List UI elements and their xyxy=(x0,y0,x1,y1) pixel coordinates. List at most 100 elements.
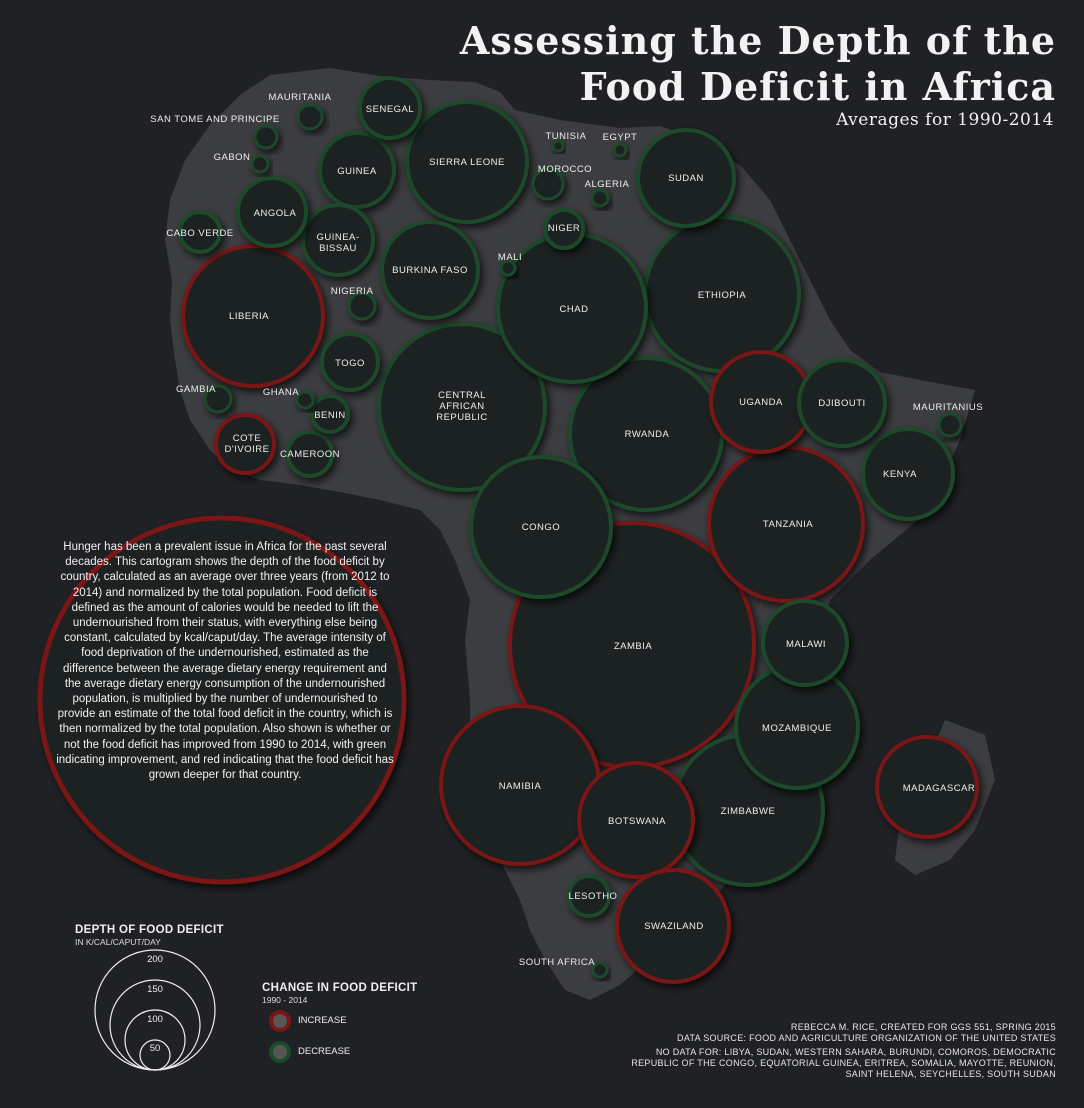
label-madagascar: MADAGASCAR xyxy=(903,783,976,794)
label-swaziland: SWAZILAND xyxy=(644,921,704,932)
bubble-guinea xyxy=(318,131,396,209)
map-subtitle: Averages for 1990-2014 xyxy=(836,110,1054,130)
bubble-tunisia xyxy=(551,139,565,153)
label-uganda: UGANDA xyxy=(739,397,783,408)
bubble-mauritania xyxy=(296,103,324,131)
bubble-lesotho xyxy=(567,874,611,918)
change-legend-subtitle: 1990 - 2014 xyxy=(262,995,308,1005)
bubble-angola xyxy=(236,176,308,248)
label-zimbabwe: ZIMBABWE xyxy=(721,806,776,817)
bubble-malawi xyxy=(761,599,849,687)
bubble-morocco xyxy=(531,167,565,201)
size-legend: 200 150 100 50 xyxy=(94,949,216,1071)
label-niger: NIGER xyxy=(548,223,581,234)
label-mauritanius: MAURITANIUS xyxy=(913,402,983,413)
bubble-congo xyxy=(469,455,613,599)
label-gambia: GAMBIA xyxy=(176,384,216,395)
credit-author: REBECCA M. RICE, CREATED FOR GGS 551, SP… xyxy=(790,1022,1056,1032)
label-togo: TOGO xyxy=(335,358,365,369)
bubble-madagascar xyxy=(875,735,979,839)
bubble-niger xyxy=(543,208,585,250)
legend-circle-50 xyxy=(139,1039,171,1071)
bubble-gabon xyxy=(250,154,270,174)
legend-value-50: 50 xyxy=(150,1043,161,1054)
legend-value-150: 150 xyxy=(147,984,163,995)
label-tunisia: TUNISIA xyxy=(546,131,587,142)
size-legend-title: DEPTH OF FOOD DEFICIT xyxy=(75,924,224,936)
label-central-african-republic: CENTRAL AFRICAN REPUBLIC xyxy=(436,390,488,423)
label-guinea: GUINEA xyxy=(337,166,377,177)
credit-source: DATA SOURCE: FOOD AND AGRICULTURE ORGANI… xyxy=(677,1033,1056,1043)
label-burkina-faso: BURKINA FASO xyxy=(392,265,468,276)
label-namibia: NAMIBIA xyxy=(499,781,542,792)
legend-decrease-swatch xyxy=(269,1041,291,1063)
legend-increase-label: INCREASE xyxy=(298,1015,347,1026)
credits: REBECCA M. RICE, CREATED FOR GGS 551, SP… xyxy=(631,1022,1056,1080)
bubble-egypt xyxy=(612,142,628,158)
label-senegal: SENEGAL xyxy=(366,104,414,115)
label-zambia: ZAMBIA xyxy=(614,641,653,652)
label-ethiopia: ETHIOPIA xyxy=(698,290,747,301)
label-sierra-leone: SIERRA LEONE xyxy=(429,157,505,168)
bubble-mali xyxy=(499,259,517,277)
bubble-kenya xyxy=(861,427,955,521)
label-tanzania: TANZANIA xyxy=(763,519,813,530)
bubble-algeria xyxy=(590,188,610,208)
label-nigeria: NIGERIA xyxy=(331,286,374,297)
bubble-djibouti xyxy=(797,358,887,448)
bubble-guinea-bissau xyxy=(301,203,375,277)
legend-value-200: 200 xyxy=(147,954,163,965)
legend-decrease-label: DECREASE xyxy=(298,1046,351,1057)
label-botswana: BOTSWANA xyxy=(608,816,666,827)
credit-nodata-2: REPUBLIC OF THE CONGO, EQUATORIAL GUINEA… xyxy=(631,1058,1056,1068)
bubble-mauritanius xyxy=(937,412,963,438)
bubble-ghana xyxy=(295,390,315,410)
bubble-central-african-republic xyxy=(377,322,547,492)
label-morocco: MOROCCO xyxy=(538,164,592,175)
bubble-cote-d-ivoire xyxy=(214,413,276,475)
label-malawi: MALAWI xyxy=(786,639,826,650)
title-line-1: Assessing the Depth of the xyxy=(459,18,1056,63)
legend-value-100: 100 xyxy=(147,1014,163,1025)
legend-increase-swatch xyxy=(269,1010,291,1032)
label-mozambique: MOZAMBIQUE xyxy=(762,723,832,734)
bubble-senegal xyxy=(358,76,422,140)
label-algeria: ALGERIA xyxy=(585,179,630,190)
credit-nodata-3: SAINT HELENA, SEYCHELLES, SOUTH SUDAN xyxy=(845,1069,1056,1079)
label-cote-d-ivoire: COTE D'IVOIRE xyxy=(225,433,270,455)
label-ghana: GHANA xyxy=(263,387,299,398)
label-south-africa: SOUTH AFRICA xyxy=(519,957,595,968)
bubble-cameroon xyxy=(286,430,334,478)
bubble-sudan xyxy=(636,128,736,228)
bubble-burkina-faso xyxy=(380,220,480,320)
label-mauritania: MAURITANIA xyxy=(269,92,332,103)
label-cameroon: CAMEROON xyxy=(280,449,340,460)
label-rwanda: RWANDA xyxy=(625,429,670,440)
label-chad: CHAD xyxy=(560,304,589,315)
label-congo: CONGO xyxy=(522,522,560,533)
label-san-tome-and-principe: SAN TOME AND PRINCIPE xyxy=(150,114,279,125)
bubble-benin xyxy=(310,394,350,434)
bubble-togo xyxy=(320,332,380,392)
bubble-swaziland xyxy=(615,868,731,984)
bubble-sierra-leone xyxy=(405,100,529,224)
bubble-botswana xyxy=(577,761,695,879)
bubble-nigeria xyxy=(347,291,377,321)
description-circle xyxy=(37,515,407,885)
label-mali: MALI xyxy=(498,252,522,263)
label-kenya: KENYA xyxy=(883,469,917,480)
label-lesotho: LESOTHO xyxy=(569,891,618,902)
change-legend-title: CHANGE IN FOOD DEFICIT xyxy=(262,982,418,994)
label-egypt: EGYPT xyxy=(603,132,638,143)
label-guinea-bissau: GUINEA-BISSAU xyxy=(316,232,359,254)
map-title: Assessing the Depth of the Food Deficit … xyxy=(460,18,1056,110)
bubble-liberia xyxy=(181,244,325,388)
label-djibouti: DJIBOUTI xyxy=(818,398,865,409)
credit-nodata-1: NO DATA FOR: LIBYA, SUDAN, WESTERN SAHAR… xyxy=(655,1047,1056,1057)
description-text: Hunger has been a prevalent issue in Afr… xyxy=(56,541,394,782)
bubble-gambia xyxy=(203,384,233,414)
bubble-cabo-verde xyxy=(178,210,222,254)
size-legend-subtitle: IN K/CAL/CAPUT/DAY xyxy=(75,937,161,947)
label-cabo-verde: CABO VERDE xyxy=(166,228,233,239)
